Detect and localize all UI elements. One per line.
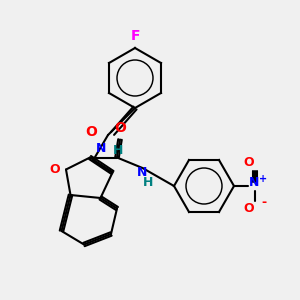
Text: O: O — [114, 121, 126, 135]
Text: O: O — [244, 202, 254, 215]
Text: O: O — [50, 163, 60, 176]
Text: N: N — [249, 176, 260, 190]
Text: +: + — [260, 173, 268, 184]
Text: O: O — [85, 125, 98, 139]
Text: -: - — [261, 196, 266, 209]
Text: H: H — [112, 143, 123, 157]
Text: N: N — [137, 167, 148, 179]
Text: H: H — [143, 176, 154, 188]
Text: F: F — [130, 29, 140, 44]
Text: N: N — [96, 142, 106, 155]
Text: O: O — [244, 157, 254, 169]
